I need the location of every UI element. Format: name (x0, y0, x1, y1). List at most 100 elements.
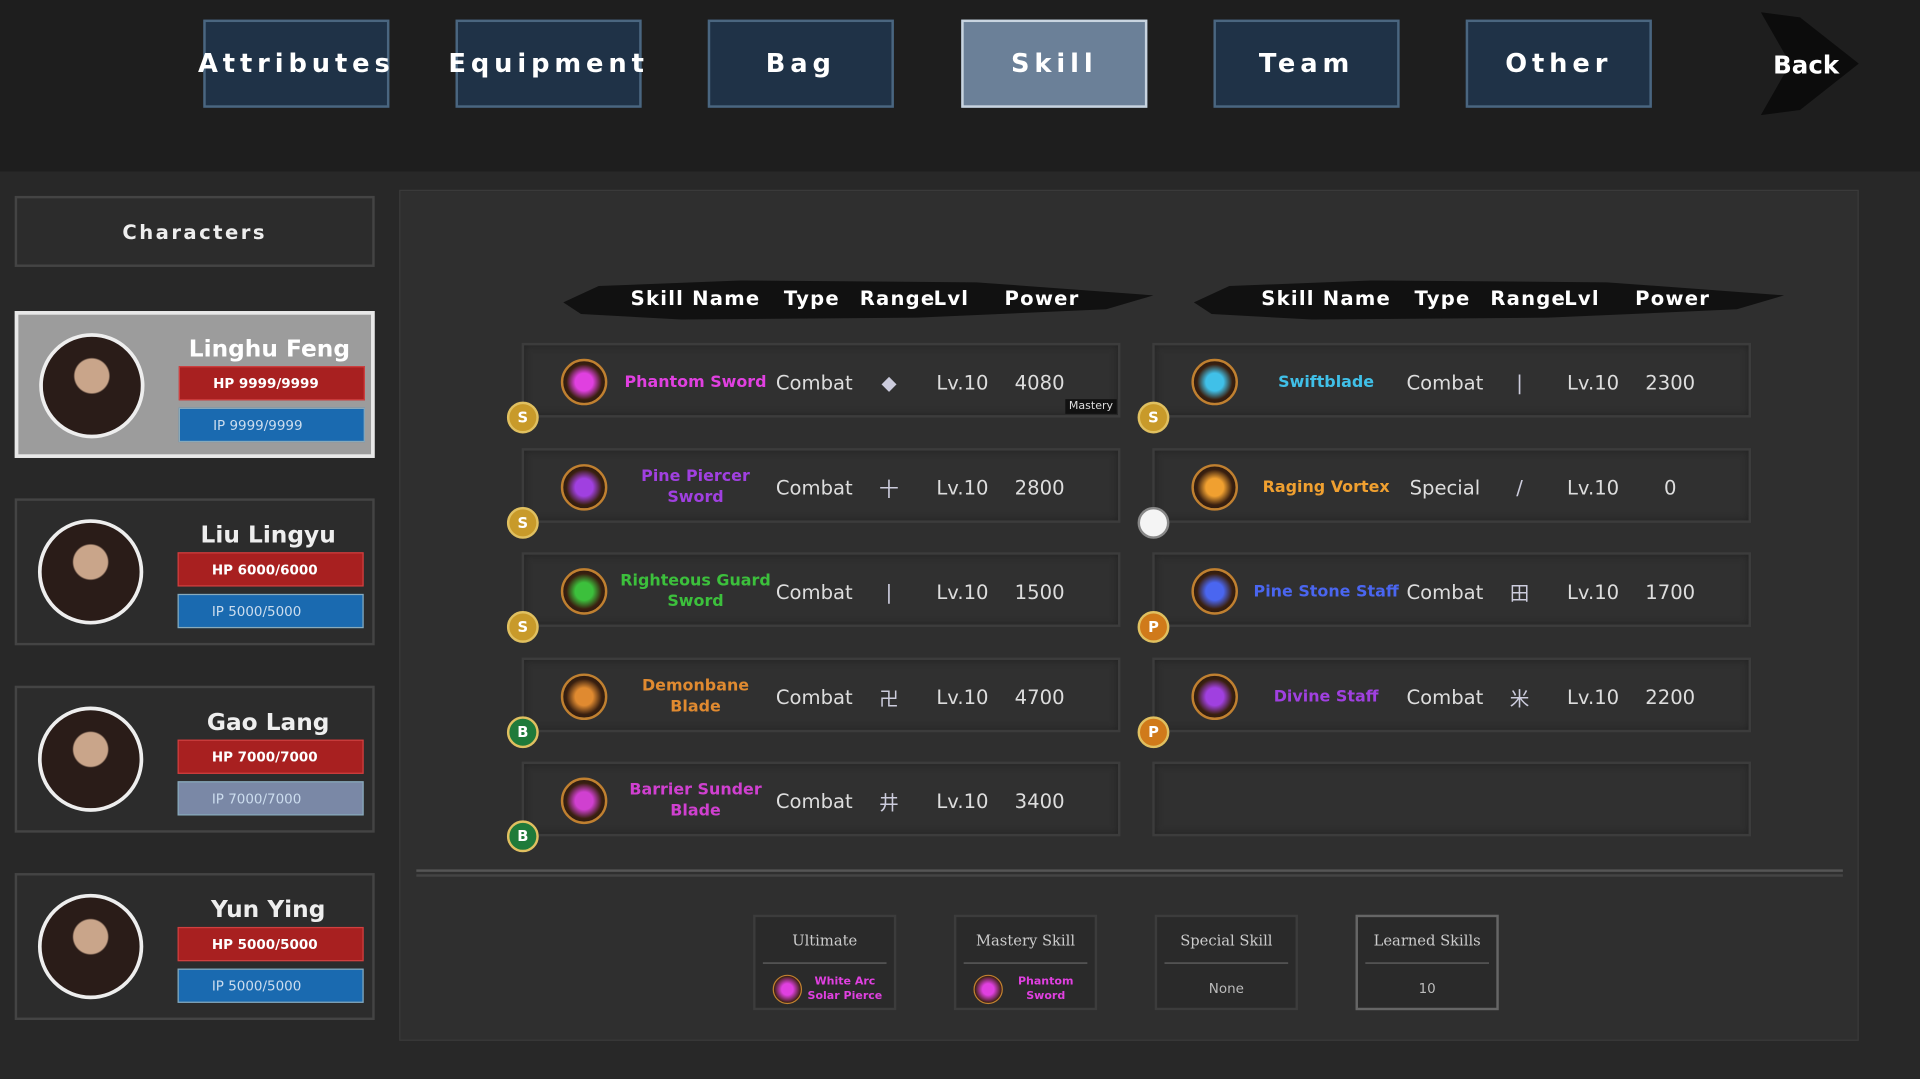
skill-name: Righteous Guard Sword (620, 571, 771, 612)
tab-button[interactable]: Attributes (198, 19, 390, 108)
column-header: Lvl (1564, 285, 1600, 310)
skill-level: Lv.10 (936, 370, 989, 394)
tab-button[interactable]: Skill (961, 19, 1148, 108)
hp-bar: HP 9999/9999 (178, 366, 365, 401)
skill-type: Combat (775, 475, 853, 499)
skill-name: Barrier Sunder Blade (629, 781, 762, 821)
ip-bar: IP 9999/9999 (178, 407, 365, 443)
skill-icon (1191, 464, 1238, 511)
tab-button[interactable]: Other (1465, 19, 1652, 108)
skill-type: Combat (1406, 685, 1484, 709)
character-card[interactable]: Gao Lang HP 7000/7000 IP 7000/7000 (14, 685, 375, 833)
skill-level: Lv.10 (1566, 370, 1620, 394)
grade-badge: P (1137, 716, 1170, 749)
skill-type: Combat (775, 370, 853, 394)
summary-title: Learned Skills (1373, 931, 1481, 949)
summary-value: 10 (1418, 980, 1436, 997)
grade-badge: S (1137, 401, 1170, 434)
skill-range: | (885, 579, 893, 604)
skill-type: Special (1409, 475, 1481, 499)
column-header: Type (1414, 285, 1471, 310)
skill-power: 1500 (1014, 579, 1065, 604)
character-card[interactable]: Yun Ying HP 5000/5000 IP 5000/5000 (14, 873, 375, 1021)
summary-value: White Arc Solar Pierce (807, 975, 883, 1003)
skill-type: Combat (1406, 579, 1484, 604)
column-header: Range (1490, 285, 1567, 310)
column-header: Type (783, 285, 840, 310)
skill-row[interactable]: Barrier Sunder Blade Combat 井 Lv.10 3400 (521, 761, 1121, 837)
skill-level: Lv.10 (1566, 685, 1620, 709)
tab-button[interactable]: Team (1213, 19, 1400, 108)
column-header: Range (859, 285, 936, 310)
skill-level: Lv.10 (936, 685, 989, 709)
grade-badge: B (506, 716, 539, 749)
skill-range: 米 (1509, 686, 1530, 711)
summary-box: Learned Skills 10 (1355, 914, 1499, 1011)
skill-range: 十 (879, 477, 899, 501)
grade-badge: S (506, 506, 539, 539)
summary-title: Mastery Skill (976, 931, 1076, 949)
skill-type: Combat (1406, 370, 1484, 394)
mastery-tag: Mastery (1065, 399, 1117, 414)
ip-bar: IP 5000/5000 (177, 968, 364, 1003)
skill-type: Combat (775, 579, 853, 604)
summary-icon (772, 974, 803, 1005)
skill-range: 卍 (879, 686, 899, 711)
ip-bar: IP 7000/7000 (177, 781, 364, 816)
skill-icon (560, 777, 608, 825)
skill-row[interactable]: Pine Piercer Sword Combat 十 Lv.10 2800 (521, 448, 1121, 523)
skill-power: 4700 (1014, 685, 1065, 709)
skill-row[interactable]: Raging Vortex Special / Lv.10 0 (1152, 448, 1752, 523)
skill-name: Pine Stone Staff (1253, 582, 1399, 601)
tab-button[interactable]: Equipment (448, 19, 644, 108)
column-header: Skill Name (630, 285, 761, 310)
skill-row[interactable] (1152, 761, 1752, 837)
character-card[interactable]: Linghu Feng HP 9999/9999 IP 9999/9999 (14, 311, 375, 458)
column-header: Skill Name (1261, 285, 1391, 310)
skill-power: 2800 (1014, 475, 1065, 499)
skill-icon (560, 568, 608, 615)
skill-level: Lv.10 (1566, 475, 1620, 499)
portrait (37, 893, 144, 1000)
grade-badge: S (506, 401, 539, 434)
skill-range: 井 (879, 791, 899, 815)
summary-box: Special Skill None (1154, 914, 1298, 1011)
portrait (37, 519, 144, 625)
summary-divider (1365, 962, 1489, 964)
skill-icon (1191, 568, 1238, 615)
grade-badge: S (506, 611, 539, 643)
back-button[interactable]: Back (1773, 50, 1840, 80)
hp-bar: HP 5000/5000 (177, 926, 364, 962)
skill-power: 4080 (1014, 370, 1065, 394)
skill-name: Raging Vortex (1262, 478, 1390, 497)
grade-badge: B (506, 820, 539, 853)
grade-badge: P (1137, 611, 1170, 643)
skill-power: 2300 (1645, 370, 1696, 394)
skill-icon (560, 358, 608, 406)
skill-row[interactable]: Divine Staff Combat 米 Lv.10 2200 (1152, 657, 1752, 733)
skill-level: Lv.10 (936, 579, 989, 604)
character-name: Liu Lingyu (200, 521, 336, 549)
tab-button[interactable]: Bag (707, 19, 894, 108)
skill-row[interactable]: Pine Stone Staff Combat 田 Lv.10 1700 (1152, 552, 1752, 627)
skill-type: Combat (775, 685, 853, 709)
skill-name: Pine Piercer Sword (641, 467, 750, 507)
skill-range: / (1516, 475, 1523, 499)
portrait (39, 333, 145, 439)
skill-icon (1191, 358, 1238, 406)
skill-row[interactable]: Phantom Sword Combat ◆ Lv.10 4080 Mastery (521, 342, 1121, 418)
skill-row[interactable]: Demonbane Blade Combat 卍 Lv.10 4700 (521, 657, 1121, 733)
character-name: Gao Lang (206, 708, 330, 736)
skill-name: Demonbane Blade (641, 677, 750, 717)
summary-divider (963, 962, 1088, 964)
skill-range: 田 (1509, 581, 1530, 605)
skill-row[interactable]: Righteous Guard Sword Combat | Lv.10 1500 (521, 552, 1121, 627)
column-header: Power (1635, 285, 1711, 310)
character-card[interactable]: Liu Lingyu HP 6000/6000 IP 5000/5000 (14, 498, 375, 646)
skill-name: Divine Staff (1273, 687, 1379, 706)
skill-row[interactable]: Swiftblade Combat | Lv.10 2300 (1152, 342, 1752, 418)
skill-name: Swiftblade (1278, 372, 1375, 392)
summary-box: Mastery Skill Phantom Sword (953, 914, 1098, 1011)
